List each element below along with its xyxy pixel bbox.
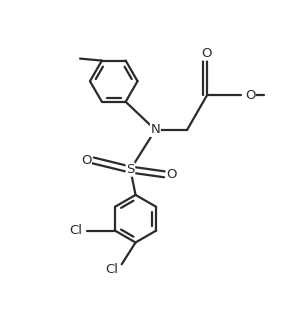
Text: O: O xyxy=(166,168,177,181)
Text: Cl: Cl xyxy=(105,263,118,276)
Text: Cl: Cl xyxy=(69,224,82,237)
Text: O: O xyxy=(202,47,212,60)
Text: S: S xyxy=(126,163,135,176)
Text: O: O xyxy=(81,154,91,167)
Text: N: N xyxy=(151,123,160,137)
Text: O: O xyxy=(245,89,255,102)
